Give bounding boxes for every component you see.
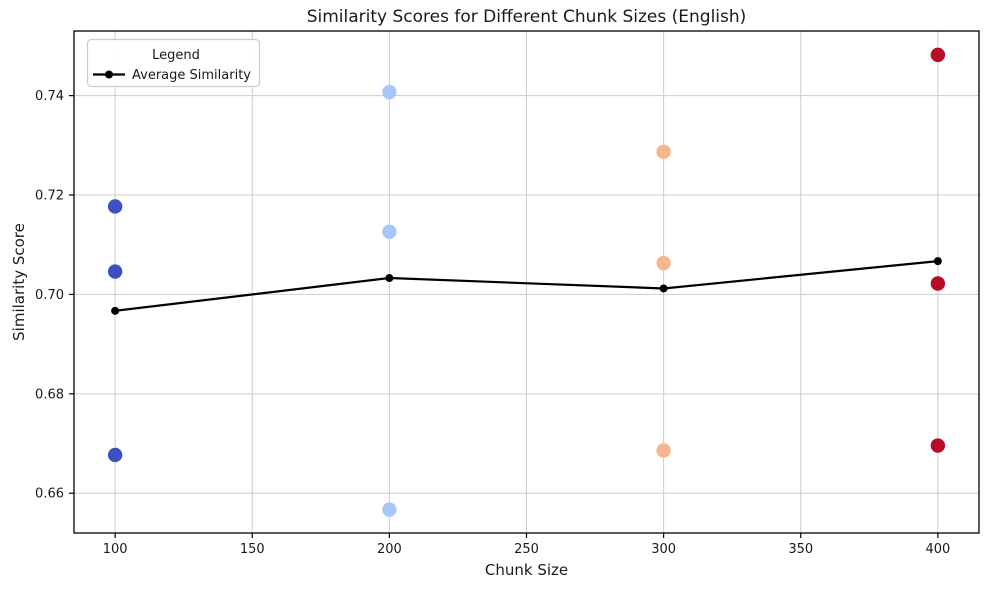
average-similarity-marker — [385, 274, 394, 283]
x-tick-label: 350 — [788, 542, 813, 557]
scatter-point — [382, 502, 397, 517]
average-similarity-marker — [933, 257, 942, 266]
scatter-point — [107, 199, 123, 214]
legend-marker-dot — [105, 70, 113, 79]
chart-title: Similarity Scores for Different Chunk Si… — [307, 7, 747, 27]
y-tick-label: 0.74 — [35, 89, 64, 104]
x-tick-label: 100 — [103, 542, 128, 557]
scatter-point — [107, 264, 123, 279]
x-axis-label: Chunk Size — [485, 561, 568, 579]
scatter-point — [107, 447, 123, 463]
average-similarity-marker — [659, 284, 668, 293]
y-axis-label: Similarity Score — [10, 223, 28, 341]
scatter-point — [382, 224, 397, 239]
average-similarity-line — [115, 260, 938, 312]
x-tick-label: 150 — [240, 542, 265, 557]
legend-title: Legend — [152, 48, 200, 63]
scatter-point — [656, 144, 671, 159]
scatter-point — [930, 438, 946, 453]
average-similarity-marker — [111, 306, 120, 315]
legend-box — [86, 38, 261, 88]
x-tick-label: 200 — [377, 542, 402, 557]
y-tick-label: 0.68 — [35, 387, 64, 402]
scatter-point — [930, 47, 946, 63]
y-tick-label: 0.72 — [35, 189, 64, 204]
scatter-point — [656, 443, 671, 458]
x-tick-label: 250 — [514, 542, 539, 557]
x-tick-label: 400 — [925, 542, 950, 557]
y-tick-label: 0.66 — [35, 487, 64, 502]
scatter-point — [382, 84, 397, 100]
scatter-point — [656, 255, 671, 271]
x-tick-label: 300 — [651, 542, 676, 557]
legend-entry-label: Average Similarity — [132, 68, 251, 83]
scatter-point — [930, 276, 946, 291]
y-tick-label: 0.70 — [35, 288, 64, 303]
